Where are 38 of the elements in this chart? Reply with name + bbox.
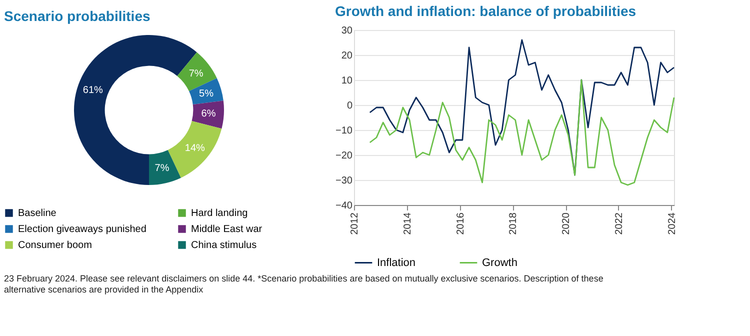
data-label: 6%: [201, 108, 216, 120]
chart-title: Scenario probabilities: [4, 8, 150, 24]
y-tick-label: −40: [336, 200, 353, 212]
line-series: [369, 79, 675, 186]
data-label: 61%: [82, 84, 104, 96]
y-tick-label: 20: [341, 50, 353, 62]
x-tick-label: 2018: [508, 212, 520, 235]
donut-slice: [149, 150, 181, 185]
legend-label: China stimulus: [191, 240, 257, 251]
data-label: 14%: [184, 142, 206, 154]
x-tick-label: 2014: [402, 212, 414, 235]
x-tick-label: 2016: [455, 212, 466, 235]
donut-slice: [188, 78, 224, 104]
donut-slice: [168, 120, 222, 178]
y-tick-label: 30: [341, 26, 353, 36]
chart-title: Growth and inflation: balance of probabilities: [335, 3, 636, 19]
x-tick-label: 2022: [614, 212, 625, 235]
y-tick-label: −30: [336, 176, 353, 186]
data-label: 5%: [199, 88, 214, 100]
legend-label: Baseline: [18, 208, 57, 219]
y-tick-label: 10: [341, 76, 353, 86]
data-label: 7%: [188, 68, 204, 80]
legend-label: Growth: [482, 256, 518, 269]
x-tick-label: 2012: [350, 212, 360, 235]
donut-slice: [192, 100, 224, 129]
x-tick-label: 2024: [666, 212, 678, 235]
legend-label: Hard landing: [191, 208, 248, 219]
legend-label: Consumer boom: [18, 240, 92, 251]
legend-label: Election giveaways punished: [18, 224, 146, 235]
legend-label: Inflation: [377, 256, 416, 269]
text: 23 February 2024. Please see relevant disclaimers on slide 44. *Scenario probabilities are based on mutually exclusive scenarios. Description of these alternative scenarios are provided in the Appendix: [4, 274, 604, 294]
donut-slice: [177, 52, 217, 92]
x-tick-label: 2020: [561, 212, 572, 235]
y-tick-label: −20: [336, 150, 353, 162]
y-tick-label: −10: [336, 126, 353, 136]
data-label: 7%: [154, 163, 170, 174]
y-tick-label: 0: [346, 100, 353, 112]
legend-label: Middle East war: [191, 224, 263, 235]
